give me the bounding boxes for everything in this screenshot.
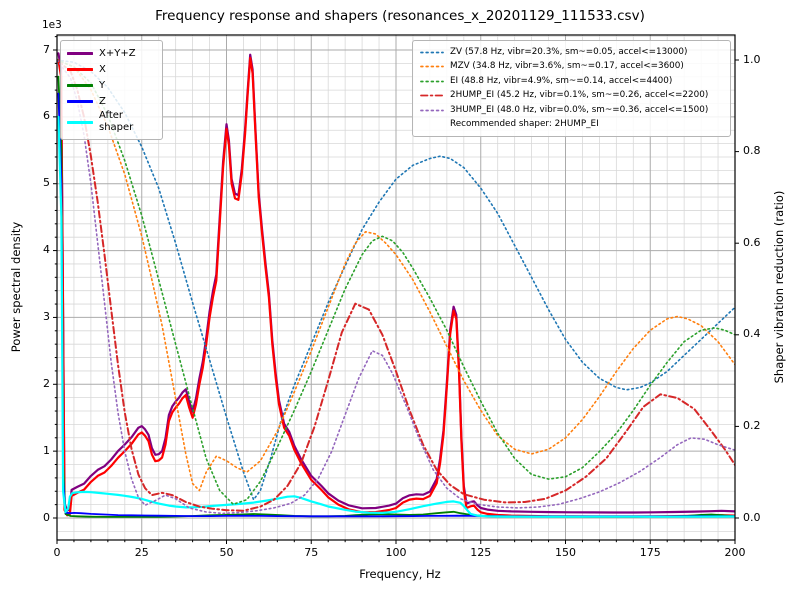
x-tick-label: 75 — [304, 546, 319, 559]
y-right-tick-label: 0.4 — [743, 327, 761, 341]
y-axis-offset-label: 1e3 — [42, 19, 62, 31]
legend-item: Z — [67, 94, 156, 109]
legend-item: X+Y+Z — [67, 46, 156, 61]
legend-item: ZV (57.8 Hz, vibr=20.3%, sm~=0.05, accel… — [420, 45, 723, 60]
legend-item: EI (48.8 Hz, vibr=4.9%, sm~=0.14, accel<… — [420, 74, 723, 89]
series-after-shaper — [57, 115, 735, 518]
series-ei — [57, 59, 735, 506]
recommended-shaper-row: Recommended shaper: 2HUMP_EI — [420, 118, 723, 133]
legend-line-swatch — [420, 65, 444, 68]
legend-item-label: 2HUMP_EI (45.2 Hz, vibr=0.1%, sm~=0.26, … — [450, 90, 709, 101]
legend-line-swatch — [67, 52, 93, 55]
series-2hump_ei — [57, 59, 735, 512]
legend-item: 3HUMP_EI (48.0 Hz, vibr=0.0%, sm~=0.36, … — [420, 103, 723, 118]
x-tick-label: 50 — [219, 546, 234, 559]
y-left-tick-label: 3 — [43, 309, 50, 323]
x-tick-label: 100 — [385, 546, 407, 559]
legend-item-label: Z — [99, 95, 106, 107]
series-mzv — [57, 59, 735, 492]
series-zv — [57, 59, 735, 501]
y-left-tick-label: 0 — [43, 510, 50, 524]
y-left-tick-label: 4 — [43, 243, 50, 257]
x-tick-label: 0 — [53, 546, 61, 559]
legend-item-label: MZV (34.8 Hz, vibr=3.6%, sm~=0.17, accel… — [450, 61, 684, 72]
y-left-tick-label: 7 — [43, 42, 50, 56]
legend-item-label: X+Y+Z — [99, 47, 136, 59]
y-left-tick-label: 2 — [43, 376, 50, 390]
x-tick-label: 150 — [555, 546, 576, 559]
y-right-tick-label: 0.0 — [743, 510, 761, 524]
legend-item-label: Y — [99, 79, 106, 91]
series-x — [57, 56, 735, 518]
y-right-axis-label: Shaper vibration reduction (ratio) — [772, 190, 786, 384]
y-left-tick-label: 5 — [43, 176, 50, 190]
y-left-tick-label: 6 — [43, 109, 50, 123]
legend-line-swatch — [420, 109, 444, 112]
legend-item-label: X — [99, 63, 106, 75]
legend-item-label: After shaper — [99, 110, 134, 133]
legend-item-label: EI (48.8 Hz, vibr=4.9%, sm~=0.14, accel<… — [450, 75, 673, 86]
legend-line-swatch — [67, 68, 93, 71]
legend-item: After shaper — [67, 110, 156, 134]
y-right-tick-label: 1.0 — [743, 52, 761, 66]
x-tick-label: 200 — [724, 546, 746, 559]
legend-item: MZV (34.8 Hz, vibr=3.6%, sm~=0.17, accel… — [420, 60, 723, 75]
y-right-tick-label: 0.2 — [743, 418, 761, 432]
x-tick-label: 175 — [639, 546, 661, 559]
legend-line-swatch — [420, 94, 444, 97]
legend-line-swatch — [420, 51, 444, 54]
y-left-axis-label: Power spectral density — [9, 221, 23, 353]
chart-title: Frequency response and shapers (resonanc… — [155, 8, 645, 24]
legend-shapers: ZV (57.8 Hz, vibr=20.3%, sm~=0.05, accel… — [412, 40, 731, 137]
y-left-tick-label: 1 — [43, 443, 50, 457]
y-right-tick-label: 0.6 — [743, 235, 761, 249]
x-axis-label: Frequency, Hz — [359, 567, 441, 581]
legend-line-swatch — [67, 84, 93, 87]
legend-item-label: ZV (57.8 Hz, vibr=20.3%, sm~=0.05, accel… — [450, 46, 688, 57]
x-tick-label: 125 — [470, 546, 492, 559]
legend-line-swatch — [67, 100, 93, 103]
series-3hump_ei — [57, 59, 735, 515]
legend-item: Y — [67, 78, 156, 93]
legend-item: X — [67, 62, 156, 77]
legend-axes: X+Y+Z X Y Z After shaper — [60, 40, 163, 140]
legend-line-swatch — [67, 120, 93, 124]
legend-line-swatch — [420, 80, 444, 83]
series-group — [57, 52, 735, 518]
y-right-tick-label: 0.8 — [743, 144, 761, 158]
tick-marks — [53, 36, 739, 544]
x-tick-label: 25 — [134, 546, 149, 559]
legend-item: 2HUMP_EI (45.2 Hz, vibr=0.1%, sm~=0.26, … — [420, 89, 723, 104]
legend-item-label: 3HUMP_EI (48.0 Hz, vibr=0.0%, sm~=0.36, … — [450, 104, 709, 115]
recommended-shaper-label: Recommended shaper: 2HUMP_EI — [450, 119, 599, 130]
